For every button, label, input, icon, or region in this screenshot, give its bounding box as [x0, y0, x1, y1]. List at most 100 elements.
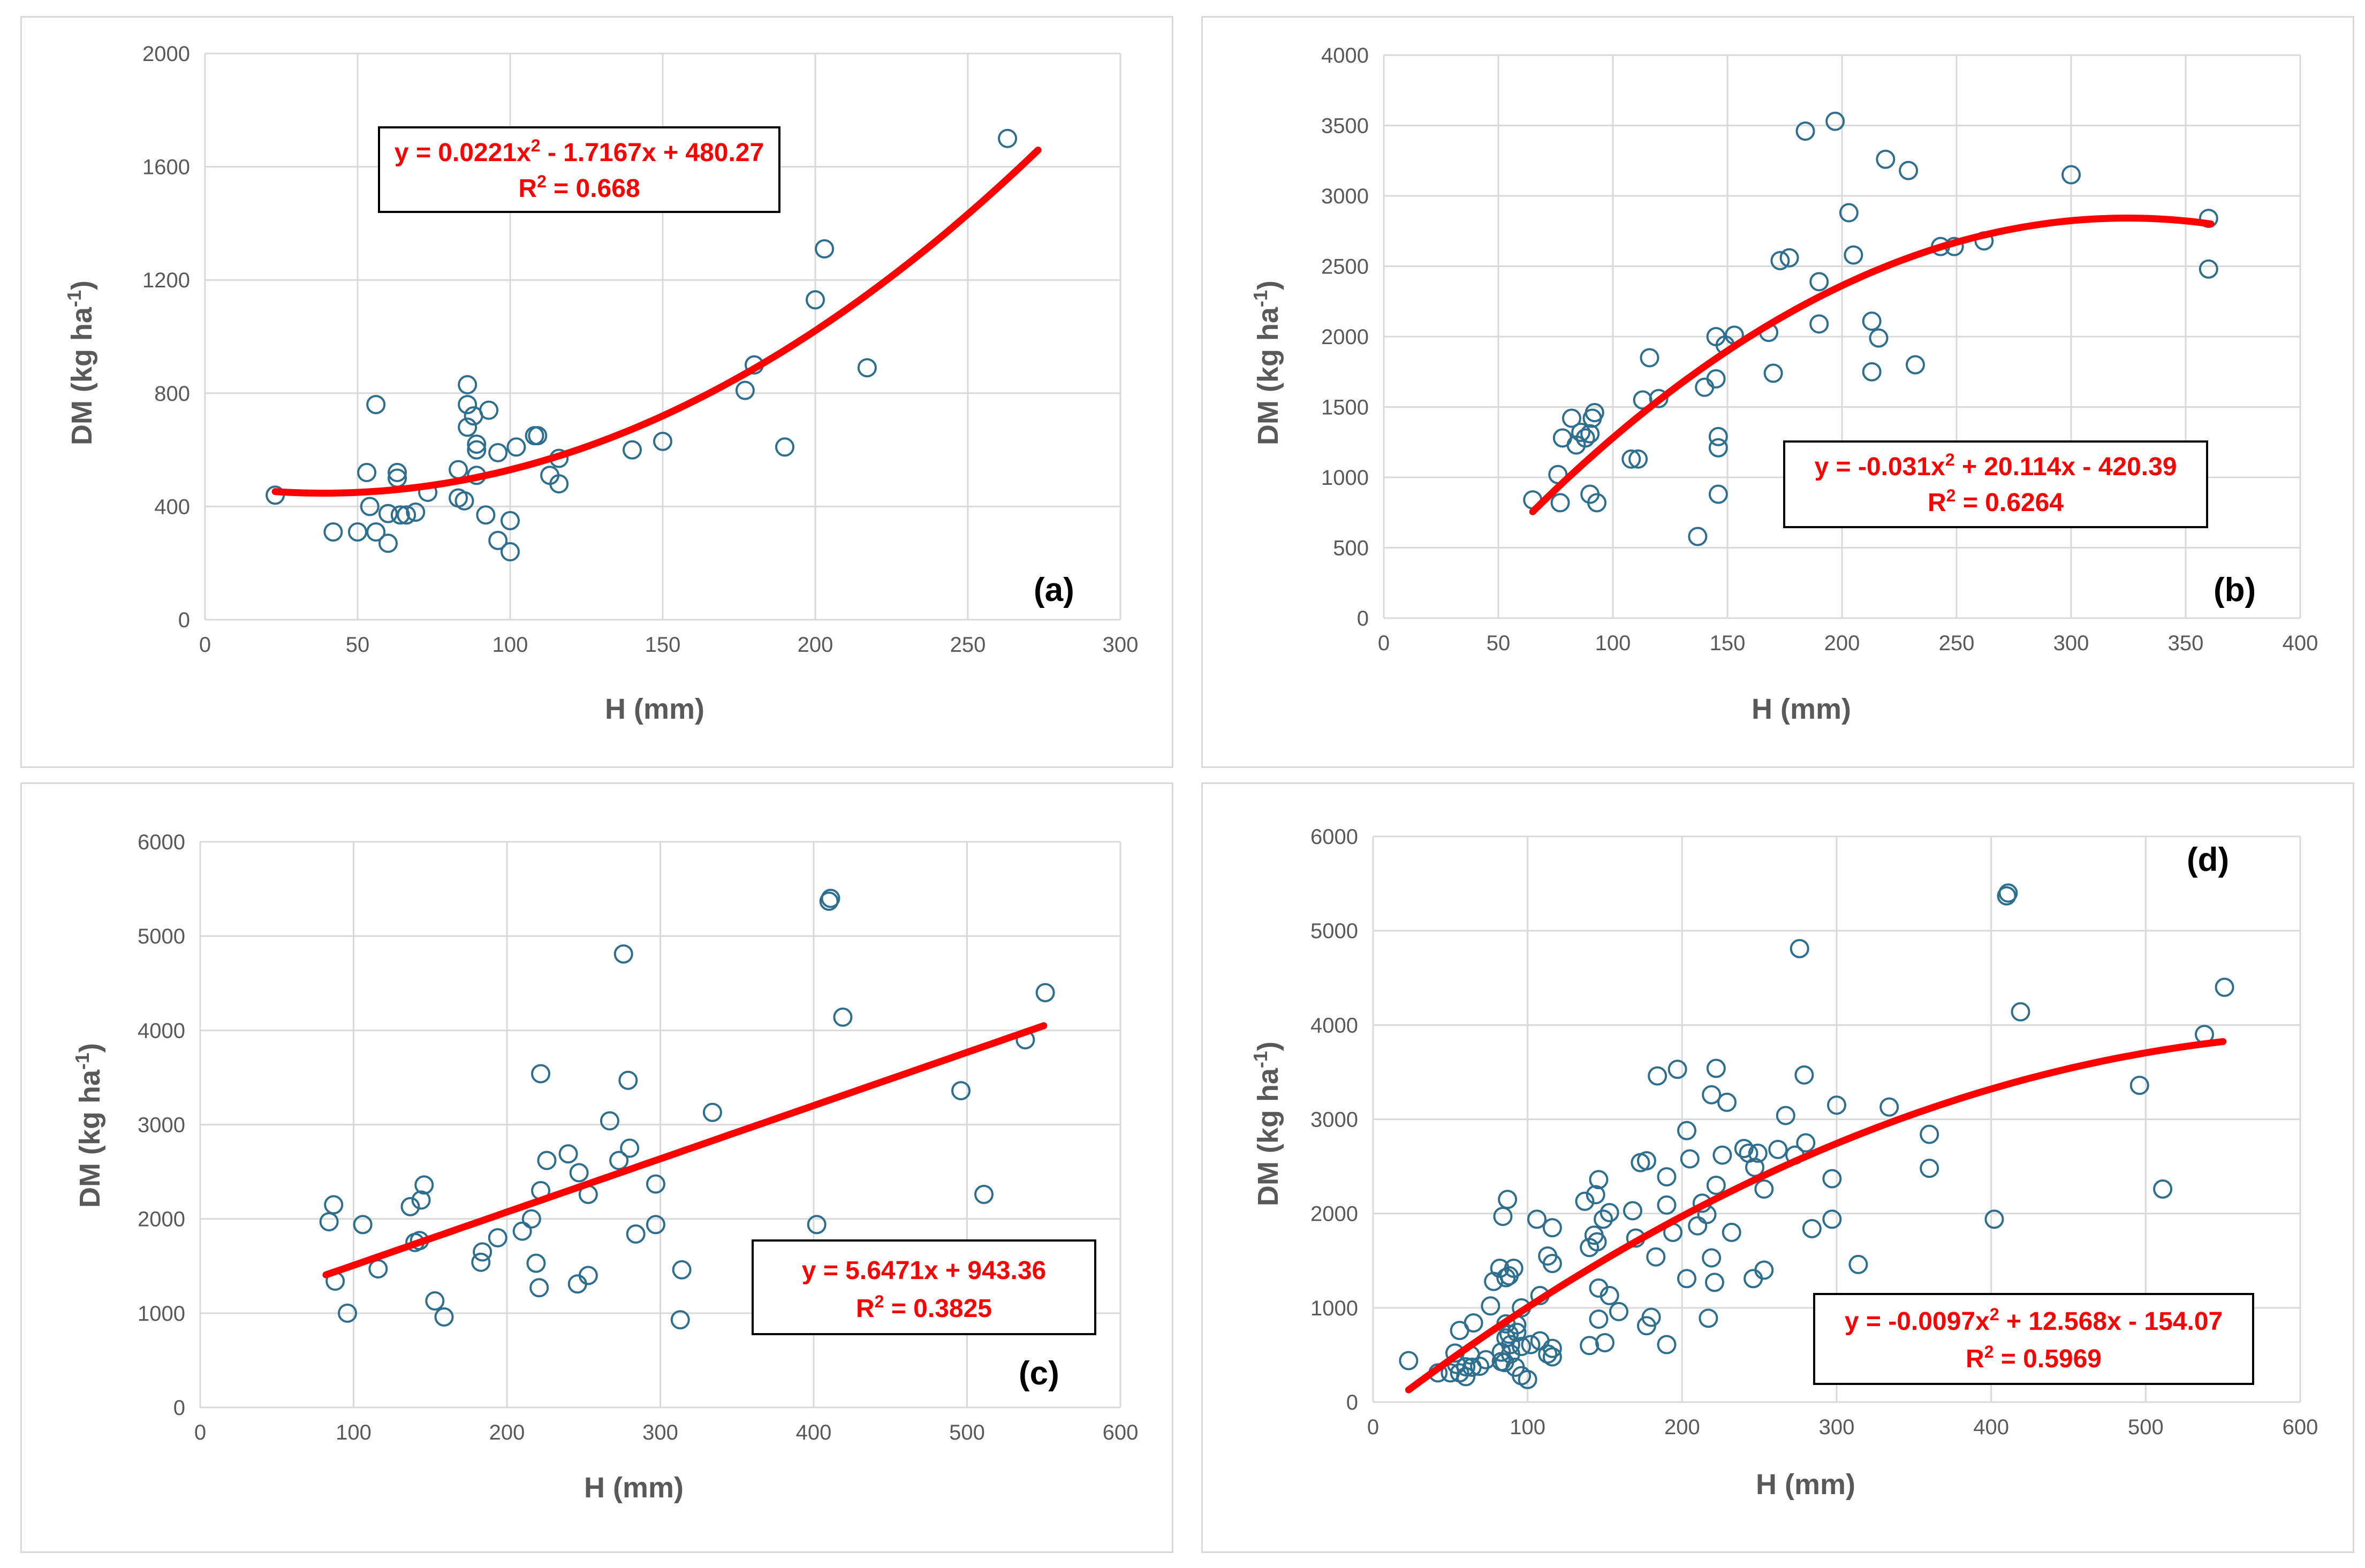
chart-c-r-squared: R2 = 0.3825 [856, 1292, 992, 1323]
chart-c-equation: y = 5.6471x + 943.36 [802, 1257, 1046, 1285]
chart-a-data-point [378, 504, 398, 523]
chart-d-data-point [1702, 1248, 1722, 1268]
chart-b-data-point [1575, 428, 1595, 448]
chart-b-data-point [1862, 311, 1882, 331]
chart-panel-c: 0 1000 2000 3000 4000 5000 6000 0 100 200 300 400 5… [20, 782, 1173, 1553]
chart-b-data-point [1621, 449, 1641, 469]
chart-d-data-point [1641, 1307, 1661, 1327]
chart-b-data-point [1708, 438, 1728, 458]
chart-b-x-tick-label: 300 [2053, 631, 2089, 655]
chart-b-data-point [1706, 369, 1726, 389]
chart-d-data-point [1589, 1309, 1609, 1329]
chart-d-data-point [2153, 1179, 2173, 1199]
chart-a-data-point [467, 435, 487, 454]
chart-c-y-tick-label: 3000 [138, 1114, 185, 1137]
chart-a-x-tick-label: 100 [492, 633, 528, 657]
chart-a-data-point [458, 417, 477, 437]
chart-c-data-point [702, 1102, 722, 1122]
chart-a-x-tick-label: 150 [645, 633, 681, 657]
chart-a-data-point [348, 522, 367, 542]
chart-c-data-point [600, 1111, 619, 1131]
chart-b-data-point [1825, 111, 1845, 131]
chart-b-data-point [2061, 165, 2081, 185]
chart-a-data-point [775, 437, 794, 457]
chart-d-data-point [1498, 1190, 1518, 1209]
chart-c-data-point [414, 1175, 434, 1195]
chart-c-data-point [672, 1260, 692, 1280]
chart-d-data-point [1827, 1095, 1846, 1115]
chart-a-data-point [397, 505, 416, 525]
chart-c-x-tick-label: 600 [1103, 1421, 1139, 1444]
chart-c-data-point [434, 1307, 454, 1327]
chart-d-data-point [1802, 1219, 1822, 1238]
chart-d-data-point [1542, 1218, 1562, 1238]
chart-a-y-axis-label: DM (kg ha-1) [63, 280, 98, 445]
chart-a-data-point [623, 440, 642, 460]
chart-d-data-point [1717, 1092, 1737, 1112]
chart-d-y-tick-label: 0 [1346, 1391, 1358, 1414]
chart-b-data-point [1809, 272, 1829, 292]
chart-a-panel-label: (a) [1034, 572, 1074, 608]
chart-d-data-point [1493, 1206, 1513, 1226]
chart-c-data-point [537, 1151, 557, 1170]
chart-a-x-ticks: 0 50 100 150 200 250 300 [199, 633, 1139, 657]
chart-b-data-point [1899, 161, 1919, 180]
chart-d-data-point [1879, 1097, 1899, 1117]
chart-c-data-point [471, 1252, 491, 1272]
chart-d-data-point [1586, 1185, 1605, 1205]
chart-c-panel-label: (c) [1019, 1355, 1059, 1392]
chart-d-data-point [1527, 1209, 1547, 1229]
chart-b-y-axis-label: DM (kg ha-1) [1249, 280, 1284, 445]
chart-c-data-point [531, 1064, 551, 1084]
chart-d-equation: y = -0.0097x2 + 12.568x - 154.07 [1845, 1305, 2223, 1336]
chart-b-x-axis-label: H (mm) [1752, 693, 1851, 725]
chart-a-data-point [406, 502, 426, 522]
chart-d-data-point [1776, 1106, 1795, 1125]
chart-a-data-point [476, 505, 496, 525]
chart-panel-d: 0 1000 2000 3000 4000 5000 6000 0 100 200 300 400 5… [1201, 782, 2354, 1553]
chart-b-x-ticks: 0 50 100 150 200 250 300 350 400 [1378, 631, 2318, 655]
chart-a-data-point [366, 394, 386, 414]
chart-c-x-tick-label: 300 [642, 1421, 678, 1444]
chart-c-data-point [353, 1215, 373, 1235]
chart-panel-b: 0 500 1000 1500 2000 2500 3000 3500 4000 0 50 100 1… [1201, 16, 2354, 768]
chart-d-y-tick-label: 4000 [1310, 1014, 1358, 1037]
chart-b-data-point [1688, 527, 1708, 546]
chart-b-y-tick-label: 4000 [1321, 44, 1369, 67]
chart-d-y-ticks: 0 1000 2000 3000 4000 5000 6000 [1310, 825, 1358, 1414]
chart-d-x-tick-label: 0 [1367, 1415, 1379, 1439]
chart-b-x-tick-label: 100 [1595, 631, 1631, 655]
chart-a-data-point [458, 375, 477, 394]
chart-b-equation-box: y = -0.031x2 + 20.114x - 420.39 R2 = 0.6… [1783, 440, 2208, 528]
chart-b-y-tick-label: 1500 [1321, 396, 1369, 420]
chart-c-y-tick-label: 4000 [138, 1019, 185, 1042]
chart-c-data-point [319, 1212, 339, 1231]
chart-b-x-tick-label: 200 [1824, 631, 1860, 655]
chart-d-data-point [1594, 1209, 1613, 1229]
chart-d-x-tick-label: 500 [2128, 1415, 2164, 1439]
chart-c-y-tick-label: 2000 [138, 1208, 185, 1231]
chart-b-x-tick-label: 50 [1487, 631, 1511, 655]
chart-d-data-point [1542, 1338, 1562, 1358]
chart-d-x-tick-label: 400 [1973, 1415, 2009, 1439]
chart-c-data-point [488, 1228, 507, 1247]
chart-a-x-tick-label: 200 [798, 633, 833, 657]
chart-c-x-ticks: 0 100 200 300 400 500 600 [194, 1421, 1139, 1444]
chart-c-y-axis-label: DM (kg ha-1) [71, 1043, 106, 1208]
chart-a-y-tick-label: 1600 [142, 156, 190, 179]
chart-d-data-point [1920, 1124, 1939, 1144]
chart-c-data-point [512, 1221, 532, 1241]
chart-c-data-point [521, 1209, 541, 1229]
chart-d-data-point [1702, 1085, 1722, 1105]
chart-c-data-point [473, 1242, 492, 1262]
chart-a-y-tick-label: 2000 [142, 42, 190, 66]
chart-a-data-point [653, 431, 672, 451]
chart-d-data-point [1706, 1059, 1726, 1078]
chart-a-y-ticks: 0 400 800 1200 1600 2000 [142, 42, 190, 632]
chart-b-data-point [1628, 449, 1648, 469]
chart-b-data-point [1708, 484, 1728, 504]
chart-panel-a: 0 400 800 1200 1600 2000 0 50 100 150 200 250 300 H… [20, 16, 1173, 768]
chart-a-equation: y = 0.0221x2 - 1.7167x + 480.27 [395, 136, 764, 167]
chart-c-data-point [558, 1144, 578, 1164]
chart-d-data-point [1754, 1179, 1774, 1199]
